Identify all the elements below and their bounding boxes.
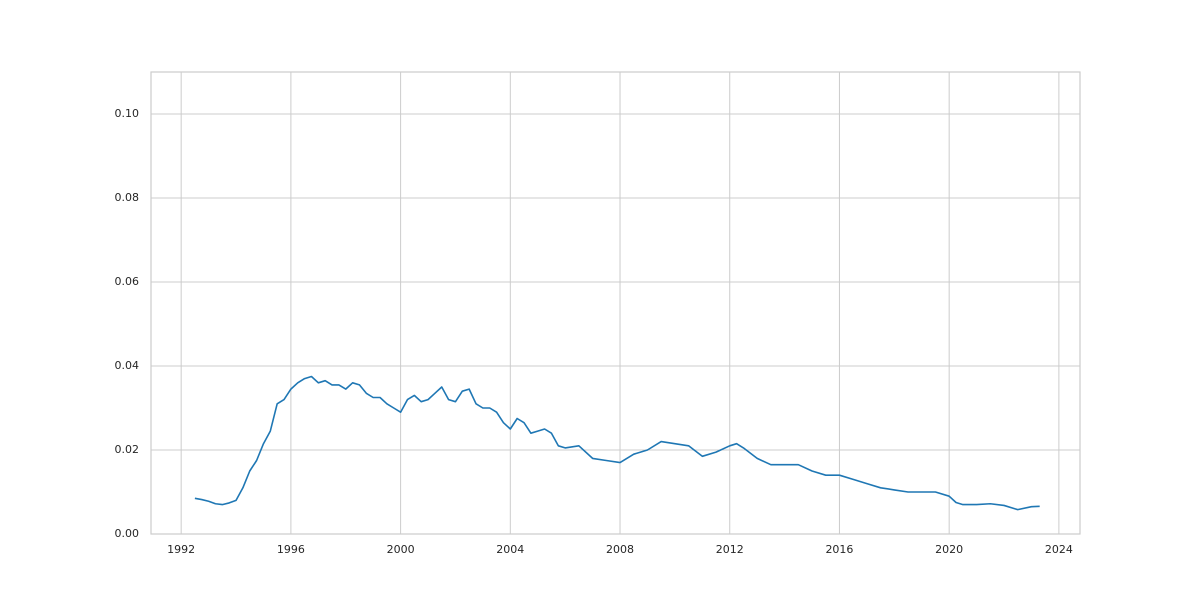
x-tick-label: 2016 <box>825 543 853 556</box>
y-tick-label: 0.02 <box>115 443 140 456</box>
x-tick-label: 2012 <box>716 543 744 556</box>
x-tick-label: 2024 <box>1045 543 1073 556</box>
y-tick-label: 0.00 <box>115 527 140 540</box>
plot-frame <box>150 71 1081 535</box>
x-tick-label: 1992 <box>167 543 195 556</box>
x-tick-label: 2004 <box>496 543 524 556</box>
y-tick-label: 0.08 <box>115 191 140 204</box>
x-tick-label: 2000 <box>387 543 415 556</box>
y-tick-label: 0.04 <box>115 359 140 372</box>
y-tick-label: 0.10 <box>115 107 140 120</box>
data-line <box>194 375 1040 511</box>
x-tick-label: 2020 <box>935 543 963 556</box>
y-tick-label: 0.06 <box>115 275 140 288</box>
x-tick-label: 2008 <box>606 543 634 556</box>
x-tick-label: 1996 <box>277 543 305 556</box>
